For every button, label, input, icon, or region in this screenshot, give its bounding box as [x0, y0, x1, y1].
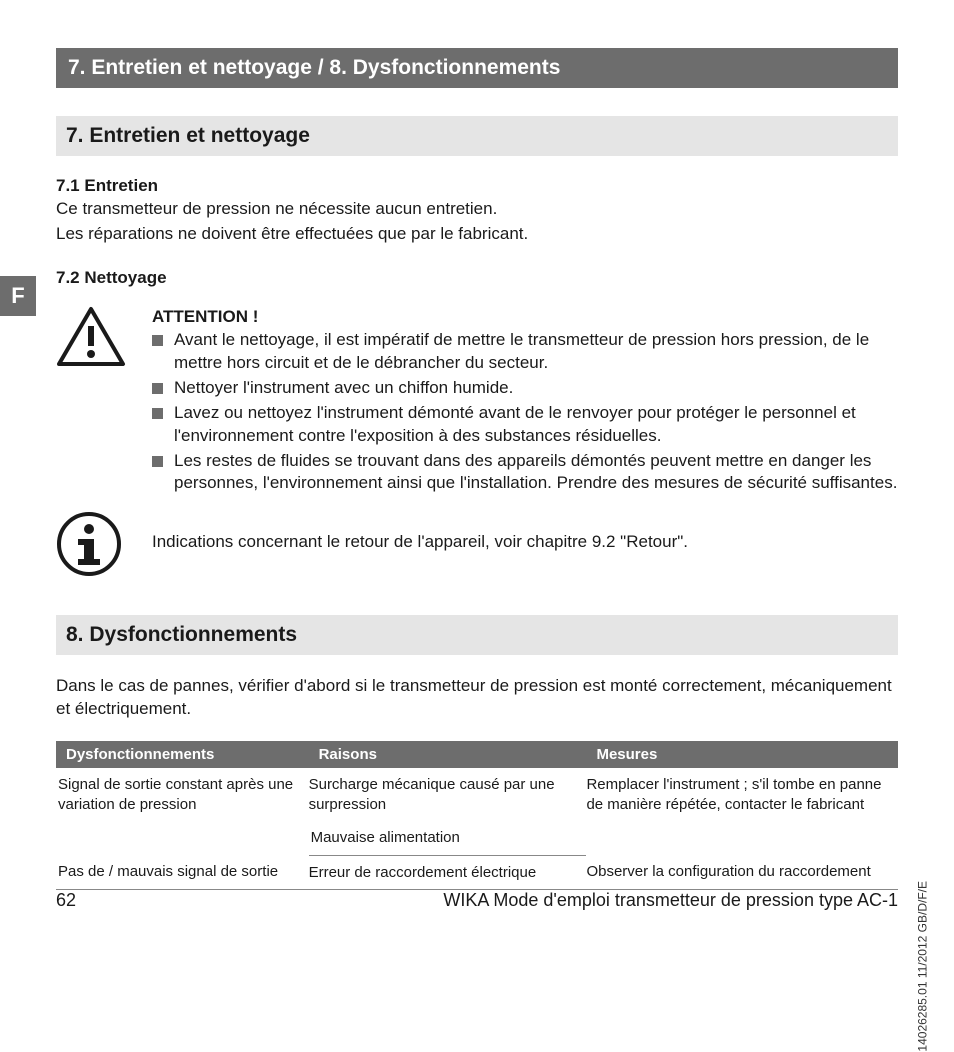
attention-heading: ATTENTION !	[152, 306, 898, 329]
col-header-dysfonctionnements: Dysfonctionnements	[56, 741, 309, 768]
page-title-bar: 7. Entretien et nettoyage / 8. Dysfoncti…	[56, 48, 898, 88]
section-7-1: 7.1 Entretien Ce transmetteur de pressio…	[56, 176, 898, 246]
sub-7-1-para-2: Les réparations ne doivent être effectué…	[56, 223, 898, 246]
attention-item: Les restes de fluides se trouvant dans d…	[152, 450, 898, 496]
sub-7-1-para-1: Ce transmetteur de pression ne nécessite…	[56, 198, 898, 221]
info-callout: Indications concernant le retour de l'ap…	[56, 511, 898, 577]
col-header-mesures: Mesures	[586, 741, 898, 768]
attention-item: Nettoyer l'instrument avec un chiffon hu…	[152, 377, 898, 400]
page-footer: 62 WIKA Mode d'emploi transmetteur de pr…	[56, 889, 898, 911]
section-8-intro: Dans le cas de pannes, vérifier d'abord …	[56, 675, 898, 721]
col-header-raisons: Raisons	[309, 741, 587, 768]
table-row: Signal de sortie constant après une vari…	[56, 768, 898, 821]
warning-triangle-icon	[56, 306, 126, 368]
cell-reason-2: Erreur de raccordement électrique	[309, 855, 587, 890]
section-7-heading: 7. Entretien et nettoyage	[56, 116, 898, 156]
cell-measure-1: Remplacer l'instrument ; s'il tombe en p…	[586, 768, 898, 855]
attention-list: Avant le nettoyage, il est impératif de …	[152, 329, 898, 496]
cell-fault-2: Pas de / mauvais signal de sortie	[56, 855, 309, 890]
language-tab: F	[0, 276, 36, 316]
section-8-heading: 8. Dysfonctionnements	[56, 615, 898, 655]
table-header-row: Dysfonctionnements Raisons Mesures	[56, 741, 898, 768]
info-icon	[56, 511, 122, 577]
attention-item: Lavez ou nettoyez l'instrument démonté a…	[152, 402, 898, 448]
document-code: 14026285.01 11/2012 GB/D/F/E	[916, 881, 930, 1052]
page-number: 62	[56, 890, 76, 911]
sub-7-1-heading: 7.1 Entretien	[56, 176, 898, 196]
document-title: WIKA Mode d'emploi transmetteur de press…	[443, 890, 898, 911]
attention-item: Avant le nettoyage, il est impératif de …	[152, 329, 898, 375]
sub-7-2-heading: 7.2 Nettoyage	[56, 268, 898, 288]
section-7-2: 7.2 Nettoyage ATTENTION ! Avant le netto…	[56, 268, 898, 578]
cell-measure-2: Observer la configuration du raccordemen…	[586, 855, 898, 890]
info-text: Indications concernant le retour de l'ap…	[152, 532, 688, 551]
attention-callout: ATTENTION ! Avant le nettoyage, il est i…	[56, 306, 898, 498]
cell-reason-1a: Surcharge mécanique causé par une surpre…	[309, 768, 587, 821]
cell-reason-1b: Mauvaise alimentation	[309, 821, 587, 855]
cell-fault-1: Signal de sortie constant après une vari…	[56, 768, 309, 855]
fault-table: Dysfonctionnements Raisons Mesures Signa…	[56, 741, 898, 890]
table-row: Pas de / mauvais signal de sortie Erreur…	[56, 855, 898, 890]
